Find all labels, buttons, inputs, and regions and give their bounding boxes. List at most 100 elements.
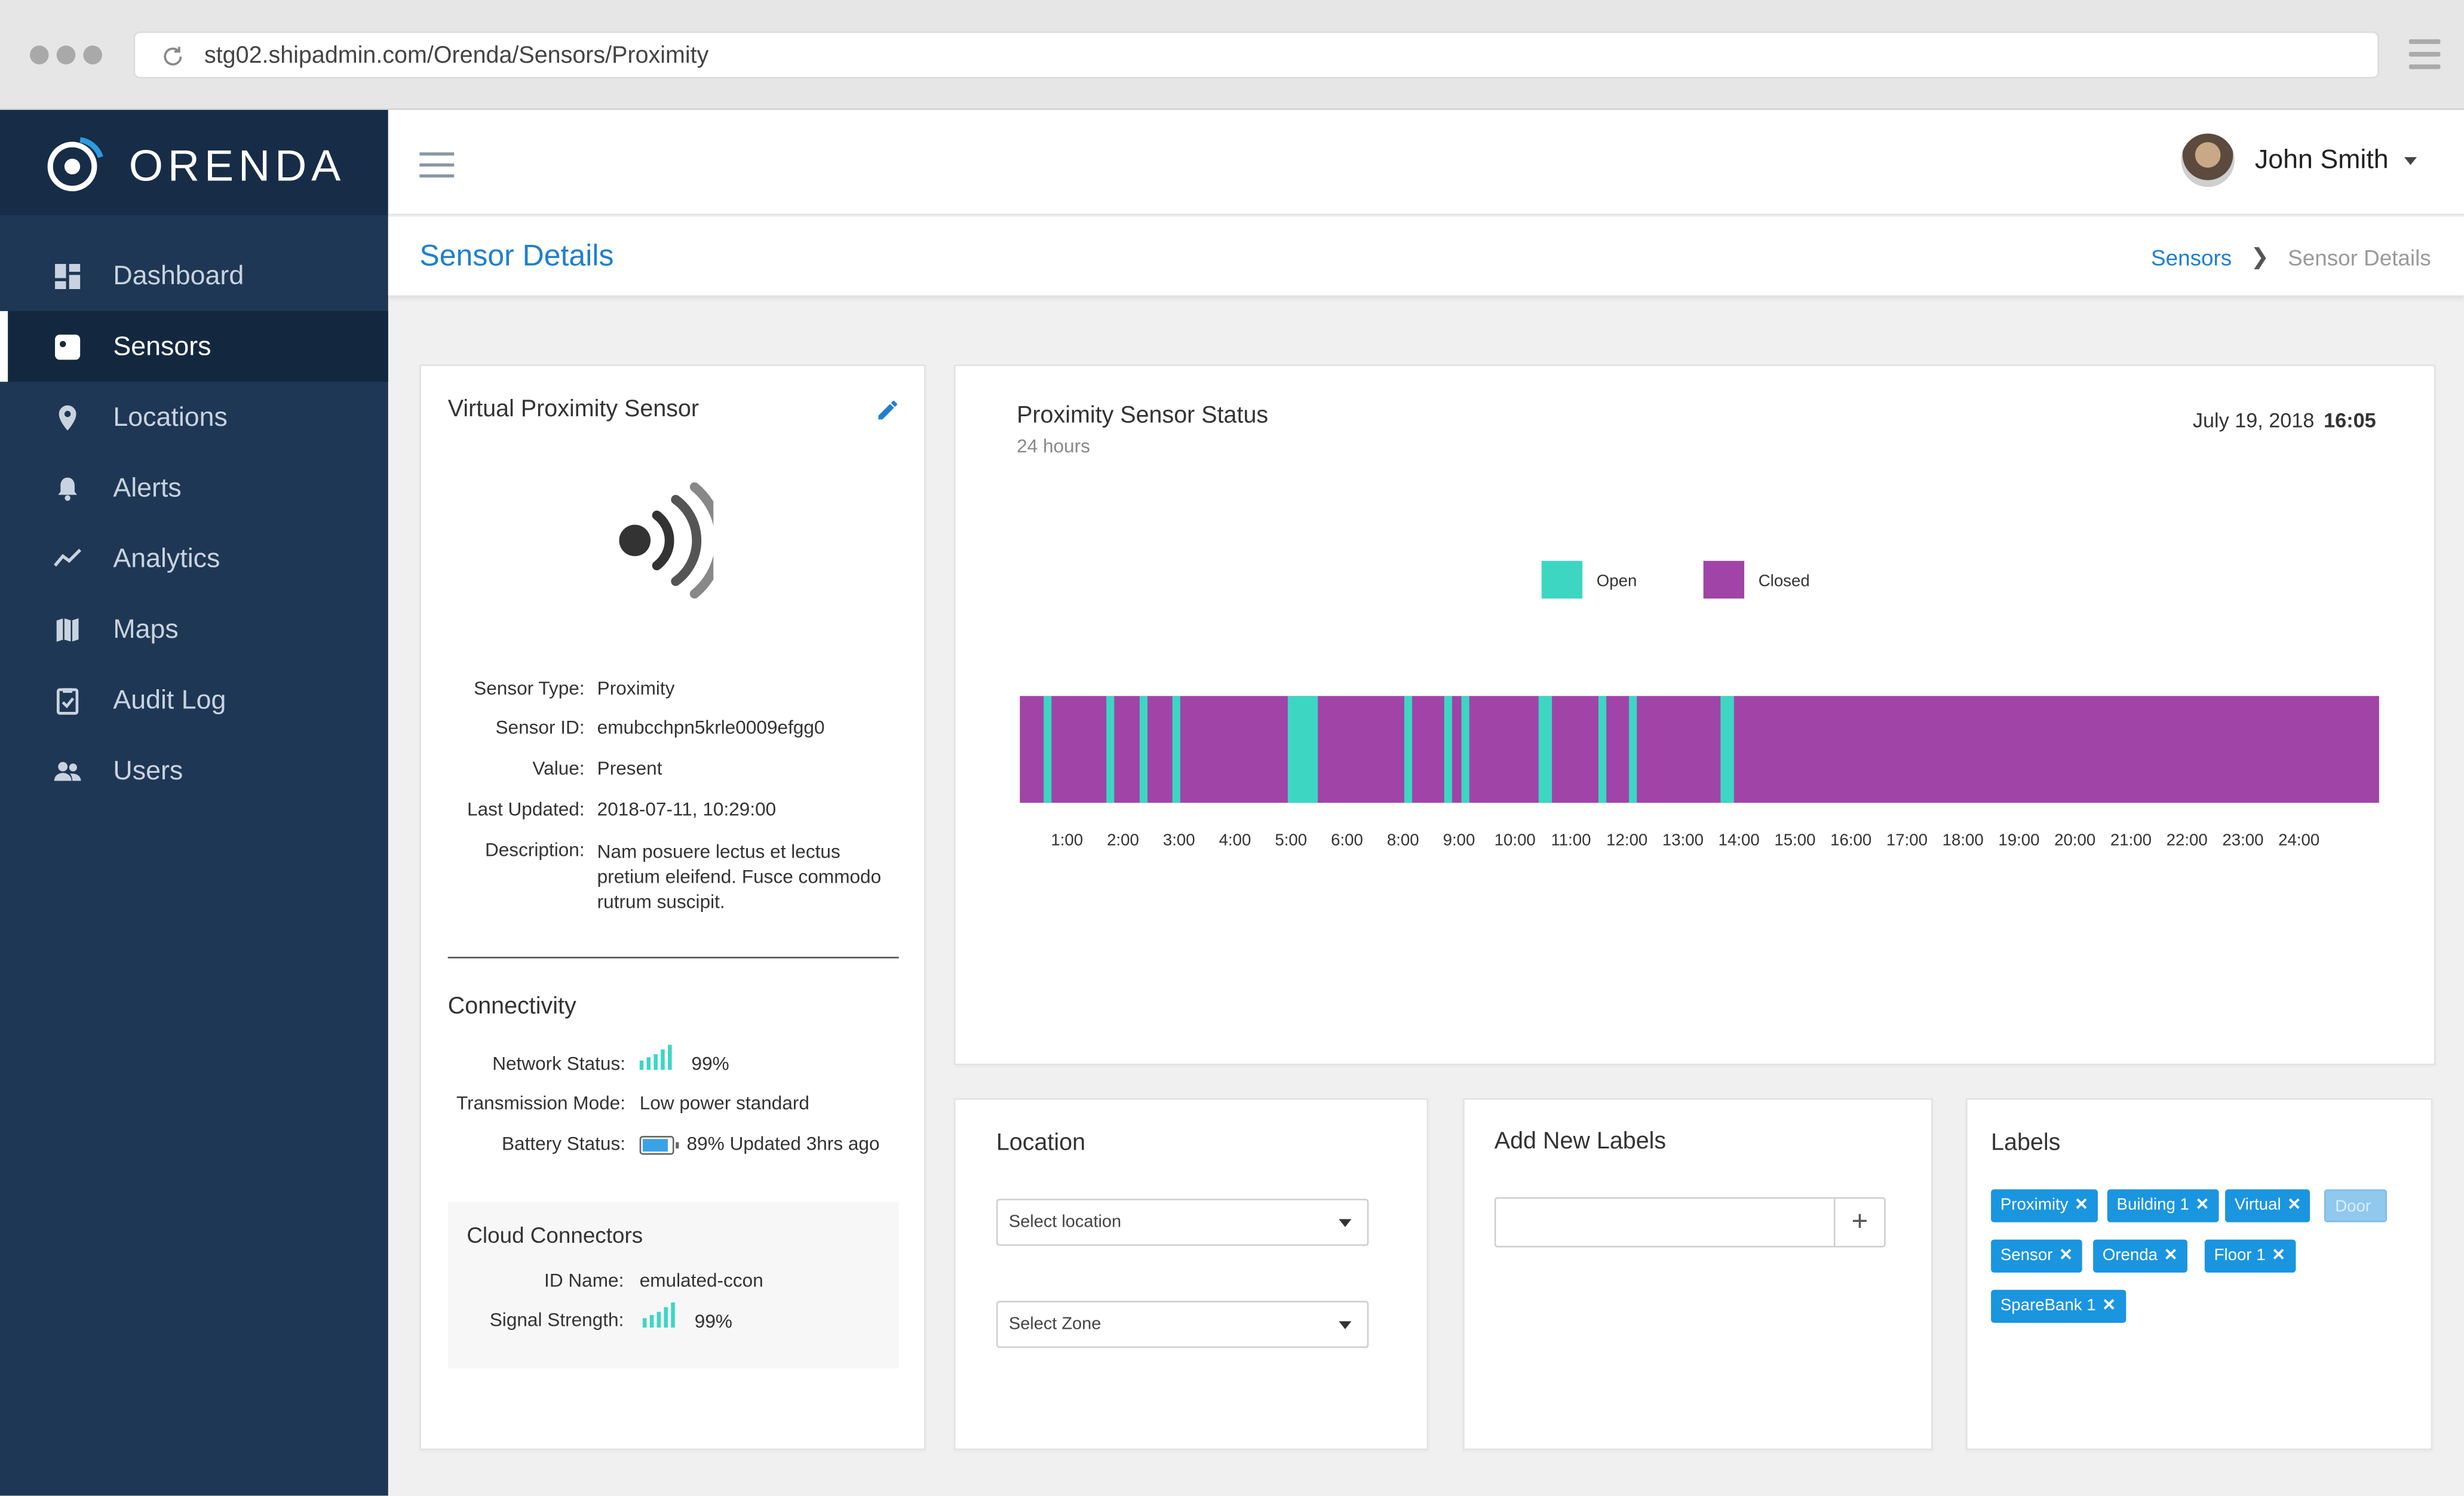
open-event-bar [1598,696,1607,803]
battery-status-value: 89% Updated 3hrs ago [686,1132,880,1155]
sidebar-item-sensors[interactable]: Sensors [0,311,388,382]
chart-date-value: July 19, 2018 [2192,408,2315,432]
status-chart-card: Proximity Sensor Status 24 hours July 19… [953,364,2436,1065]
sensor-icon [55,334,81,360]
user-menu[interactable]: John Smith [2181,133,2417,188]
id-name-label: ID Name: [544,1269,624,1292]
clipboard-icon [56,688,79,715]
x-tick-label: 20:00 [2054,830,2095,849]
x-tick-label: 13:00 [1662,830,1704,849]
caret-down-icon [1339,1321,1352,1329]
label-tag: Proximity ✕ [1991,1189,2098,1222]
open-event-bar [1106,696,1115,803]
breadcrumb: Sensors ❯ Sensor Details [2151,244,2431,271]
id-name-value: emulated-ccon [639,1269,763,1292]
add-labels-card: Add New Labels + [1463,1098,1933,1451]
breadcrumb-link-sensors[interactable]: Sensors [2151,244,2232,270]
sidebar-item-alerts[interactable]: Alerts [0,453,388,523]
sidebar-item-maps[interactable]: Maps [0,594,388,664]
x-tick-label: 23:00 [2222,830,2263,849]
bell-icon [58,477,77,501]
sidebar-item-dashboard[interactable]: Dashboard [0,240,388,311]
sensor-info-card: Virtual Proximity Sensor Sensor Type: Pr… [419,364,926,1451]
status-timeline-chart: Open Closed 1:00 2:00 3:00 4:00 5:00 6:00 8:00 9:… [1020,561,2379,849]
label-tag-text: Proximity [2000,1195,2069,1215]
description-value: Nam posuere lectus et lectus pretium ele… [597,840,882,913]
open-event-bar [1444,696,1452,803]
remove-label-icon[interactable]: ✕ [2102,1296,2116,1315]
edit-pencil-icon[interactable] [875,398,900,423]
select-zone-text: Select Zone [1008,1314,1101,1334]
x-tick-label: 21:00 [2110,830,2152,849]
labels-title: Labels [1991,1129,2061,1157]
network-status-label: Network Status: [492,1052,626,1075]
url-text[interactable]: stg02.shipadmin.com/Orenda/Sensors/Proxi… [204,42,709,69]
x-tick-label: 4:00 [1219,830,1251,849]
sidebar-item-audit-log[interactable]: Audit Log [0,665,388,735]
signal-bars-icon [642,1302,675,1328]
sidebar-item-label: Users [113,755,183,785]
open-event-bar [1044,696,1052,803]
sidebar-item-label: Dashboard [113,260,244,290]
open-event-bar [1726,696,1734,803]
chevron-down-icon[interactable] [2404,156,2417,164]
label-tag: Virtual ✕ [2225,1189,2311,1222]
remove-label-icon[interactable]: ✕ [2164,1246,2178,1265]
remove-label-icon[interactable]: ✕ [2074,1195,2089,1215]
label-tag-text: Building 1 [2116,1195,2189,1215]
chevron-right-icon: ❯ [2250,243,2269,269]
battery-level-fill [642,1138,668,1151]
label-tag-input[interactable]: Door [2324,1189,2388,1222]
x-tick-label: 5:00 [1275,830,1307,849]
x-tick-label: 9:00 [1443,830,1475,849]
sensor-value-value: Present [597,757,662,779]
chart-title: Proximity Sensor Status [1017,402,1269,429]
cloud-connectors-title: Cloud Connectors [467,1222,643,1248]
sidebar-item-users[interactable]: Users [0,735,388,806]
x-tick-label: 2:00 [1107,830,1139,849]
battery-icon [639,1135,679,1155]
battery-status-label: Battery Status: [501,1132,626,1155]
proximity-wave-icon [619,482,714,599]
x-tick-label: 18:00 [1943,830,1984,849]
remove-label-icon[interactable]: ✕ [2195,1195,2210,1215]
hamburger-menu-icon[interactable] [419,152,455,185]
avatar[interactable] [2181,133,2235,188]
address-bar[interactable]: stg02.shipadmin.com/Orenda/Sensors/Proxi… [133,31,2379,79]
x-tick-label: 17:00 [1886,830,1928,849]
sidebar-item-analytics[interactable]: Analytics [0,523,388,594]
new-label-input[interactable] [1496,1199,1833,1246]
signal-bars-icon [639,1045,672,1070]
map-icon [56,618,79,642]
window-controls[interactable] [29,45,102,64]
page-header: Sensor Details Sensors ❯ Sensor Details [388,217,2464,296]
select-zone-dropdown[interactable]: Select Zone [996,1301,1369,1348]
sidebar-item-locations[interactable]: Locations [0,382,388,452]
add-labels-title: Add New Labels [1494,1128,1667,1155]
reload-icon[interactable] [160,44,185,69]
legend-swatch-open [1541,561,1583,599]
sidebar-nav: Dashboard Sensors Locations Alerts Analy… [0,240,388,806]
select-location-dropdown[interactable]: Select location [996,1199,1369,1246]
remove-label-icon[interactable]: ✕ [2287,1195,2302,1215]
x-tick-label: 24:00 [2278,830,2319,849]
browser-menu-icon[interactable] [2408,39,2441,71]
sidebar-item-label: Maps [113,613,179,644]
sensor-title: Virtual Proximity Sensor [447,395,699,423]
chart-subtitle: 24 hours [1017,435,1090,457]
users-icon [54,761,81,781]
add-label-button[interactable]: + [1834,1199,1884,1246]
user-name[interactable]: John Smith [2254,145,2389,175]
label-tag: Sensor ✕ [1991,1239,2082,1273]
remove-label-icon[interactable]: ✕ [2272,1246,2286,1265]
sidebar-item-label: Locations [113,401,228,432]
label-tag-input-text[interactable]: Door [2335,1197,2371,1217]
open-event-bar [1461,696,1469,803]
x-tick-label: 6:00 [1331,830,1363,849]
last-updated-value: 2018-07-11, 10:29:00 [597,798,777,821]
open-event-bar [1404,696,1413,803]
remove-label-icon[interactable]: ✕ [2058,1246,2073,1265]
open-event-bar [1139,696,1148,803]
dashboard-icon [55,263,81,290]
brand[interactable]: ORENDA [0,110,388,216]
